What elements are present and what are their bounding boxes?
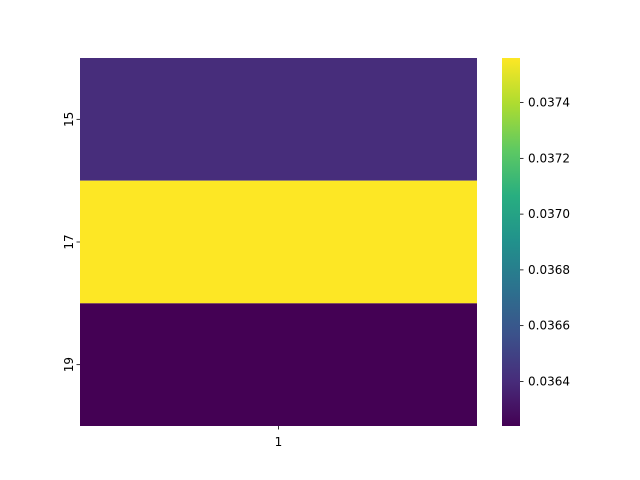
colorbar-tick-label: 0.0368: [528, 263, 570, 277]
colorbar-tick-label: 0.0374: [528, 96, 570, 110]
y-tick-label: 19: [62, 357, 76, 372]
heatmap-cells: [80, 58, 477, 426]
heatmap-cell-17: [80, 180, 477, 304]
colorbar-tick-label: 0.0372: [528, 151, 570, 165]
x-axis: 1: [275, 426, 283, 449]
colorbar-tick-label: 0.0364: [528, 374, 570, 388]
colorbar-axis: 0.0364 0.0366 0.0368 0.0370 0.0372 0.0374: [520, 96, 570, 388]
y-axis: 15 17 19: [62, 112, 80, 372]
colorbar: [502, 58, 520, 426]
colorbar-tick-label: 0.0370: [528, 207, 570, 221]
colorbar-tick-label: 0.0366: [528, 319, 570, 333]
heatmap-cell-19: [80, 303, 477, 426]
x-tick-label: 1: [275, 435, 283, 449]
heatmap-cell-15: [80, 58, 477, 181]
y-tick-label: 15: [62, 112, 76, 127]
y-tick-label: 17: [62, 234, 76, 249]
